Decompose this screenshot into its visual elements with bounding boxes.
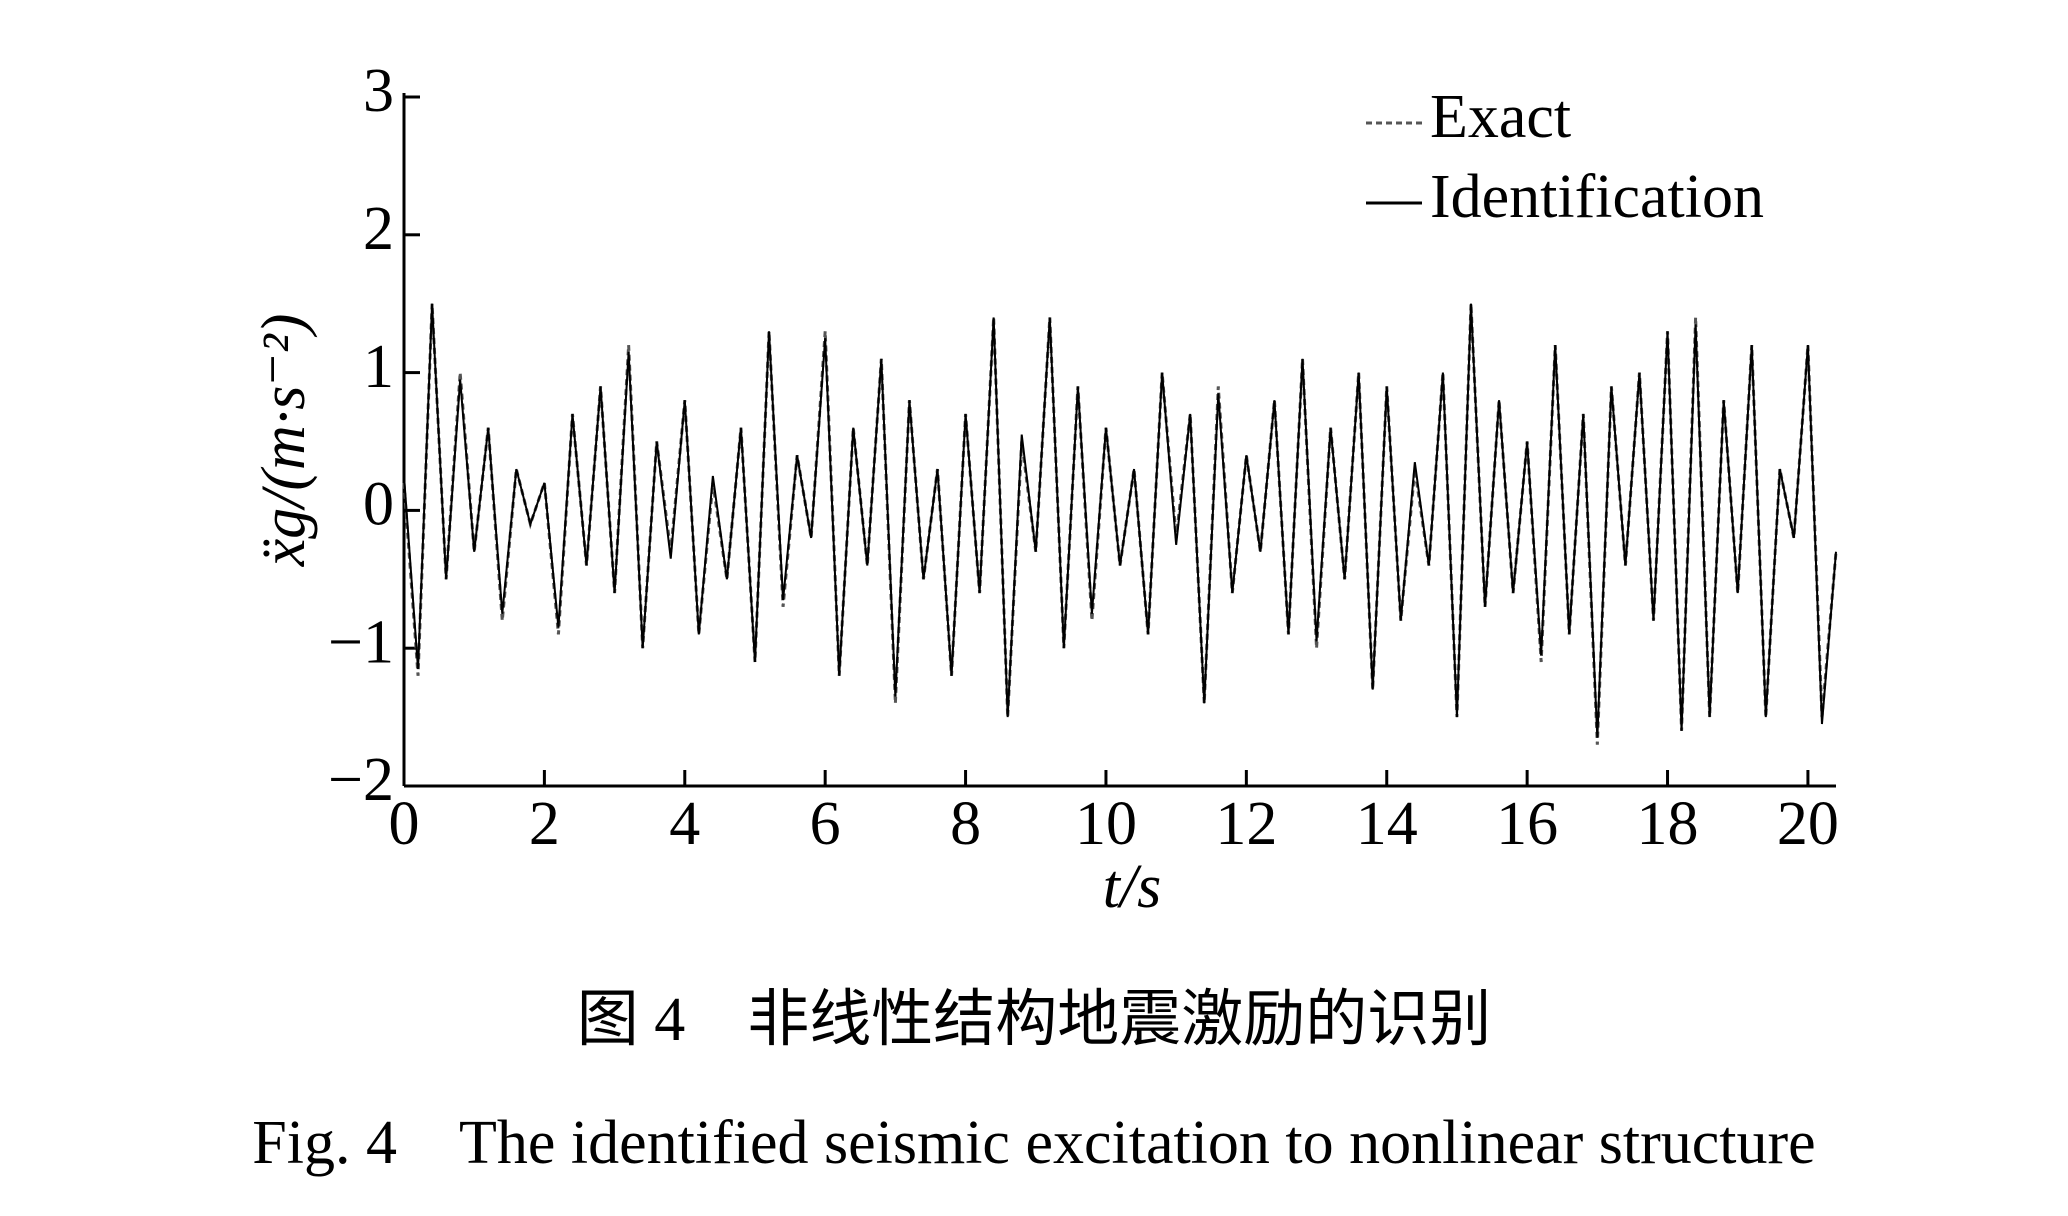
y-tick-label: 1: [363, 333, 394, 401]
x-tick-label: 4: [669, 790, 700, 858]
x-tick-label: 8: [950, 790, 981, 858]
x-tick-label: 18: [1637, 790, 1699, 858]
caption-cn: 图 4 非线性结构地震激励的识别: [577, 986, 1492, 1054]
y-tick-label: −2: [328, 746, 394, 814]
x-tick-label: 16: [1496, 790, 1558, 858]
x-tick-label: 12: [1215, 790, 1277, 858]
series-line: [403, 303, 1837, 738]
y-tick-label: 2: [363, 195, 394, 263]
y-tick-label: −1: [328, 608, 394, 676]
legend-label: Identification: [1430, 163, 1764, 231]
x-tick-label: 20: [1777, 790, 1839, 858]
x-tick-label: 0: [389, 790, 420, 858]
y-axis-label: ẍg/(m·s⁻²): [250, 314, 318, 568]
y-tick-label: 0: [363, 471, 394, 539]
x-axis-label: t/s: [1103, 853, 1162, 921]
caption-en: Fig. 4 The identified seismic excitation…: [252, 1109, 1815, 1177]
x-tick-label: 2: [529, 790, 560, 858]
x-tick-label: 10: [1075, 790, 1137, 858]
x-tick-label: 14: [1356, 790, 1418, 858]
y-tick-label: 3: [363, 57, 394, 125]
legend-label: Exact: [1430, 83, 1571, 151]
x-tick-label: 6: [810, 790, 841, 858]
